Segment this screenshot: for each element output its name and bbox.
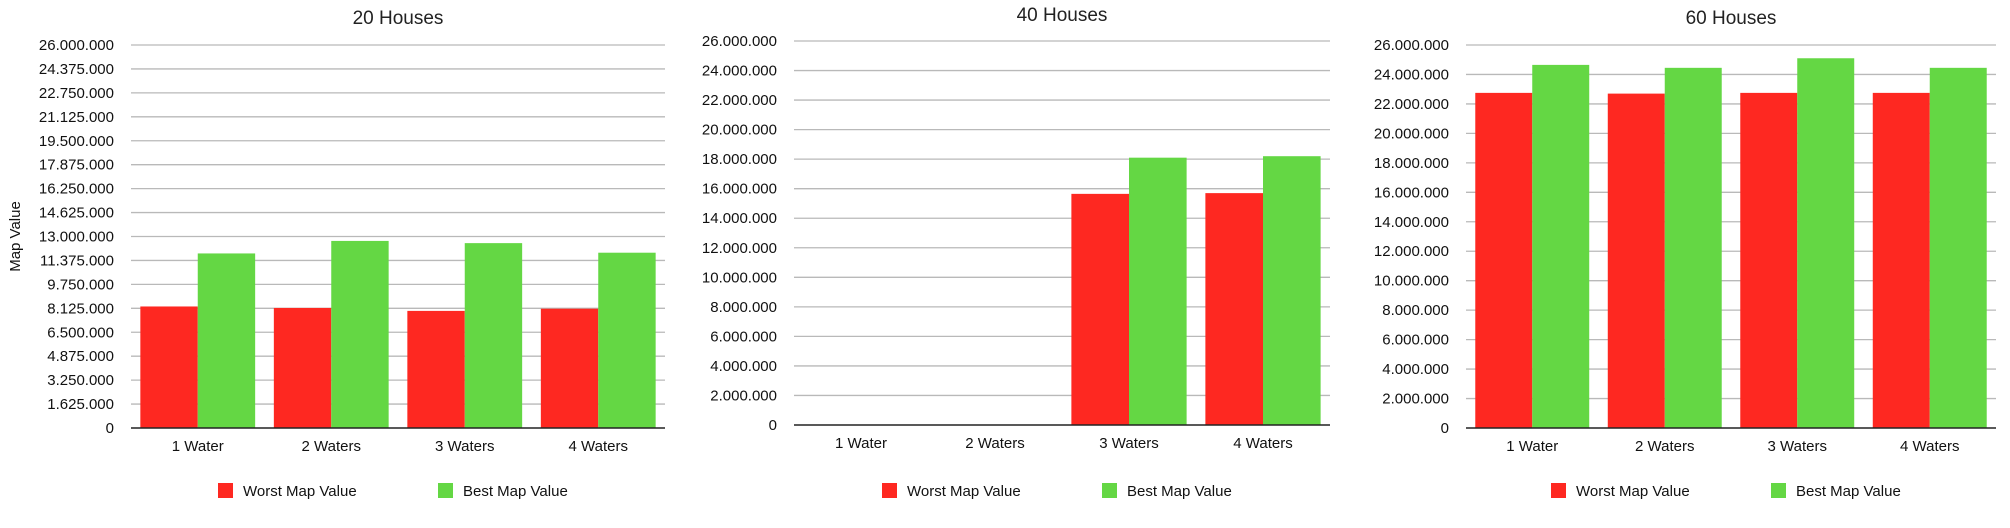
chart-1-y-tick-label: 9.750.000 <box>47 276 114 293</box>
chart-1-category-label: 2 Waters <box>302 438 361 455</box>
chart-2-y-tick-label: 0 <box>769 417 777 434</box>
chart-2-y-tick-label: 16.000.000 <box>702 181 777 198</box>
chart-1-y-tick-label: 6.500.000 <box>47 324 114 341</box>
chart-1-bar-best <box>197 253 256 428</box>
chart-1-title: 20 Houses <box>353 8 444 29</box>
chart-3-y-tick-label: 14.000.000 <box>1374 214 1449 231</box>
chart-3-bar-worst <box>1872 92 1930 428</box>
chart-2-legend-label-best: Best Map Value <box>1127 483 1232 500</box>
chart-2-y-tick-label: 4.000.000 <box>710 358 777 375</box>
chart-2-category-label: 2 Waters <box>965 435 1024 452</box>
chart-1-bar-worst <box>140 306 198 428</box>
chart-2-y-tick-label: 20.000.000 <box>702 122 777 139</box>
chart-1-y-tick-label: 17.875.000 <box>39 157 114 174</box>
chart-3-category-label: 3 Waters <box>1768 438 1827 455</box>
chart-1-y-tick-label: 0 <box>106 420 114 437</box>
chart-1-category-label: 4 Waters <box>569 438 628 455</box>
chart-3-bar-best <box>1532 64 1590 428</box>
chart-1-y-tick-label: 24.375.000 <box>39 61 114 78</box>
chart-2-legend-swatch-best <box>1102 483 1117 498</box>
chart-3-category-label: 1 Water <box>1506 438 1558 455</box>
chart-1-y-tick-label: 13.000.000 <box>39 229 114 246</box>
chart-3-y-tick-label: 22.000.000 <box>1374 96 1449 113</box>
chart-1-category-label: 1 Water <box>172 438 224 455</box>
chart-2-y-tick-label: 6.000.000 <box>710 328 777 345</box>
chart-1-y-tick-label: 26.000.000 <box>39 37 114 54</box>
chart-1-y-tick-label: 8.125.000 <box>47 300 114 317</box>
chart-2-title: 40 Houses <box>1017 5 1108 26</box>
chart-3-bar-worst <box>1607 93 1665 428</box>
chart-3-y-tick-label: 0 <box>1441 420 1449 437</box>
chart-3-bar-worst <box>1740 92 1798 428</box>
chart-3-y-tick-label: 8.000.000 <box>1382 302 1449 319</box>
chart-2-y-tick-label: 18.000.000 <box>702 151 777 168</box>
chart-3-bar-worst <box>1475 92 1533 428</box>
chart-1-y-tick-label: 1.625.000 <box>47 396 114 413</box>
chart-1-category-label: 3 Waters <box>435 438 494 455</box>
chart-3-y-tick-label: 24.000.000 <box>1374 66 1449 83</box>
chart-2-category-label: 4 Waters <box>1233 435 1292 452</box>
chart-2-bar-best <box>1129 157 1187 425</box>
chart-1-y-tick-label: 19.500.000 <box>39 133 114 150</box>
chart-3-y-tick-label: 4.000.000 <box>1382 361 1449 378</box>
chart-3-y-tick-label: 16.000.000 <box>1374 184 1449 201</box>
chart-2-y-tick-label: 24.000.000 <box>702 63 777 80</box>
chart-3-y-tick-label: 10.000.000 <box>1374 273 1449 290</box>
chart-1-y-axis-label: Map Value <box>7 201 24 272</box>
chart-2-legend-swatch-worst <box>882 483 897 498</box>
chart-2-y-tick-label: 10.000.000 <box>702 269 777 286</box>
chart-3-bar-best <box>1797 58 1855 428</box>
chart-1-y-tick-label: 22.750.000 <box>39 85 114 102</box>
chart-1-bar-worst <box>540 308 599 428</box>
chart-3-y-tick-label: 2.000.000 <box>1382 391 1449 408</box>
chart-2-bar-worst <box>1205 193 1263 425</box>
chart-1-bar-worst <box>407 310 465 428</box>
chart-1-bar-worst <box>273 307 332 428</box>
chart-2-legend-label-worst: Worst Map Value <box>907 483 1021 500</box>
chart-1-bar-best <box>331 240 389 428</box>
chart-1-bar-best <box>464 243 523 428</box>
chart-2-y-tick-label: 2.000.000 <box>710 387 777 404</box>
chart-3-legend-swatch-best <box>1771 483 1786 498</box>
chart-2-y-tick-label: 22.000.000 <box>702 92 777 109</box>
chart-3-y-tick-label: 20.000.000 <box>1374 125 1449 142</box>
chart-1-legend-label-best: Best Map Value <box>463 483 568 500</box>
chart-2-bar-best <box>1263 156 1321 425</box>
chart-1-y-tick-label: 14.625.000 <box>39 205 114 222</box>
chart-1-legend-swatch-best <box>438 483 453 498</box>
chart-1-y-tick-label: 4.875.000 <box>47 348 114 365</box>
chart-3-legend-label-best: Best Map Value <box>1796 483 1901 500</box>
chart-2-y-tick-label: 26.000.000 <box>702 33 777 50</box>
chart-3-legend-label-worst: Worst Map Value <box>1576 483 1690 500</box>
chart-1-legend-swatch-worst <box>218 483 233 498</box>
chart-3-category-label: 2 Waters <box>1635 438 1694 455</box>
chart-3-bar-best <box>1664 67 1722 428</box>
chart-3-legend-swatch-worst <box>1551 483 1566 498</box>
chart-2-category-label: 1 Water <box>835 435 887 452</box>
chart-1-bar-best <box>598 252 656 428</box>
chart-2-y-tick-label: 8.000.000 <box>710 299 777 316</box>
chart-2-category-label: 3 Waters <box>1099 435 1158 452</box>
chart-1-y-tick-label: 21.125.000 <box>39 109 114 126</box>
chart-2-bar-worst <box>1071 193 1129 425</box>
chart-1-y-tick-label: 11.375.000 <box>40 252 114 269</box>
chart-2-y-tick-label: 12.000.000 <box>702 240 777 257</box>
chart-3-y-tick-label: 6.000.000 <box>1382 332 1449 349</box>
chart-1-legend-label-worst: Worst Map Value <box>243 483 357 500</box>
chart-2-y-tick-label: 14.000.000 <box>702 210 777 227</box>
chart-3-y-tick-label: 26.000.000 <box>1374 37 1449 54</box>
chart-1-y-tick-label: 16.250.000 <box>39 181 114 198</box>
chart-3-title: 60 Houses <box>1686 8 1777 29</box>
chart-3-y-tick-label: 18.000.000 <box>1374 155 1449 172</box>
chart-3-bar-best <box>1929 67 1987 428</box>
chart-1-y-tick-label: 3.250.000 <box>47 372 114 389</box>
chart-3-category-label: 4 Waters <box>1900 438 1959 455</box>
chart-3-y-tick-label: 12.000.000 <box>1374 243 1449 260</box>
